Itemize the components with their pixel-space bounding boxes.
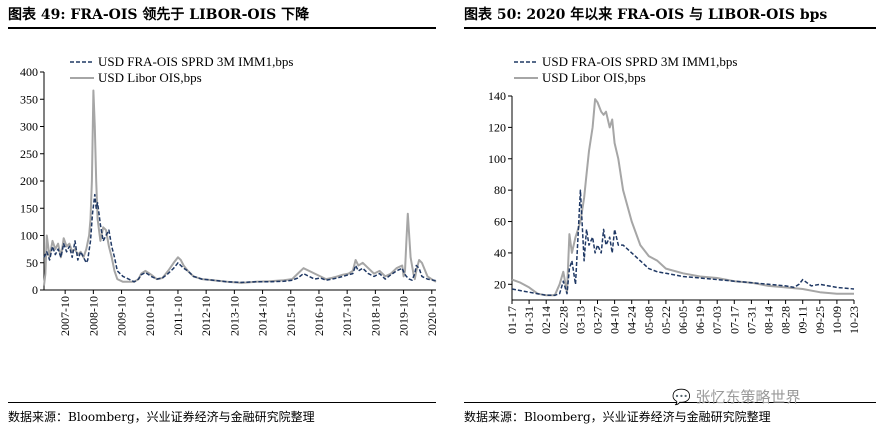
x-tick-label: 2007-10 — [58, 296, 72, 336]
y-tick-label: 100 — [20, 229, 38, 243]
x-tick-label: 02-14 — [539, 306, 553, 334]
x-tick-label: 04-10 — [608, 306, 622, 334]
y-tick-label: 150 — [20, 201, 38, 215]
y-tick-label: 250 — [20, 147, 38, 161]
x-tick-label: 05-22 — [659, 306, 673, 334]
x-tick-label: 10-23 — [847, 306, 861, 334]
x-tick-label: 2020-10 — [425, 296, 439, 336]
x-tick-label: 03-13 — [573, 306, 587, 334]
x-tick-label: 03-27 — [591, 306, 605, 334]
series-line-fra-ois — [511, 189, 855, 297]
x-tick-label: 07-31 — [744, 306, 758, 334]
x-tick-label: 2008-10 — [86, 296, 100, 336]
x-tick-label: 2019-10 — [397, 296, 411, 336]
title-underline-left — [8, 27, 436, 29]
x-tick-label: 09-11 — [796, 306, 810, 334]
x-tick-label: 07-17 — [727, 306, 741, 334]
source-rule-right — [464, 402, 876, 403]
x-tick-label: 2010-10 — [143, 296, 157, 336]
series-line-libor-ois — [511, 98, 854, 297]
x-tick-label: 2011-10 — [171, 296, 185, 336]
y-tick-label: 350 — [20, 92, 38, 106]
y-tick-label: 0 — [32, 283, 38, 297]
y-tick-label: 50 — [26, 256, 38, 270]
legend-label: USD FRA-OIS SPRD 3M IMM1,bps — [542, 54, 737, 69]
y-tick-label: 120 — [488, 120, 506, 134]
y-tick-label: 300 — [20, 120, 38, 134]
y-tick-label: 80 — [494, 183, 506, 197]
x-tick-label: 2016-10 — [312, 296, 326, 336]
legend-label: USD Libor OIS,bps — [98, 70, 202, 85]
source-rule-left — [8, 402, 436, 403]
series-line-fra-ois — [43, 193, 437, 284]
y-tick-label: 20 — [494, 277, 506, 291]
legend-label: USD Libor OIS,bps — [542, 70, 646, 85]
y-tick-label: 400 — [20, 65, 38, 79]
x-tick-label: 2012-10 — [199, 296, 213, 336]
y-tick-label: 60 — [494, 215, 506, 229]
source-note-right: 数据来源：Bloomberg，兴业证券经济与金融研究院整理 — [464, 410, 771, 424]
x-tick-label: 09-25 — [813, 306, 827, 334]
chart-title-left: 图表 49: FRA-OIS 领先于 LIBOR-OIS 下降 — [8, 7, 310, 23]
x-tick-label: 08-14 — [762, 306, 776, 334]
x-tick-label: 2017-10 — [340, 296, 354, 336]
chart-title-right: 图表 50: 2020 年以来 FRA-OIS 与 LIBOR-OIS bps — [464, 7, 828, 23]
watermark-text: 张忆东策略世界 — [695, 388, 801, 406]
x-tick-label: 01-17 — [505, 306, 519, 334]
x-tick-label: 07-03 — [710, 306, 724, 334]
watermark: 💬 张忆东策略世界 — [672, 386, 800, 407]
chart-left: 0 50 100 150 200 250 300 350 400 2007-10 2008-10 20… — [20, 54, 439, 336]
legend-label: USD FRA-OIS SPRD 3M IMM1,bps — [98, 54, 293, 69]
x-tick-label: 2018-10 — [368, 296, 382, 336]
x-tick-label: 04-24 — [625, 306, 639, 334]
x-tick-label: 06-05 — [676, 306, 690, 334]
y-tick-label: 100 — [488, 152, 506, 166]
x-tick-label: 08-28 — [779, 306, 793, 334]
x-tick-label: 2014-10 — [256, 296, 270, 336]
x-tick-label: 2013-10 — [227, 296, 241, 336]
source-note-left: 数据来源：Bloomberg，兴业证券经济与金融研究院整理 — [8, 410, 315, 424]
x-tick-label: 2009-10 — [115, 296, 129, 336]
x-tick-label: 10-09 — [830, 306, 844, 334]
x-tick-label: 02-28 — [556, 306, 570, 334]
y-tick-label: 200 — [20, 174, 38, 188]
title-underline-right — [464, 27, 876, 29]
y-tick-label: 40 — [494, 246, 506, 260]
x-tick-label: 2015-10 — [284, 296, 298, 336]
x-tick-label: 05-08 — [642, 306, 656, 334]
series-line-libor-ois — [43, 89, 437, 286]
x-tick-label: 01-31 — [522, 306, 536, 334]
wechat-icon: 💬 — [672, 388, 691, 406]
y-tick-label: 140 — [488, 89, 506, 103]
x-tick-label: 06-19 — [693, 306, 707, 334]
